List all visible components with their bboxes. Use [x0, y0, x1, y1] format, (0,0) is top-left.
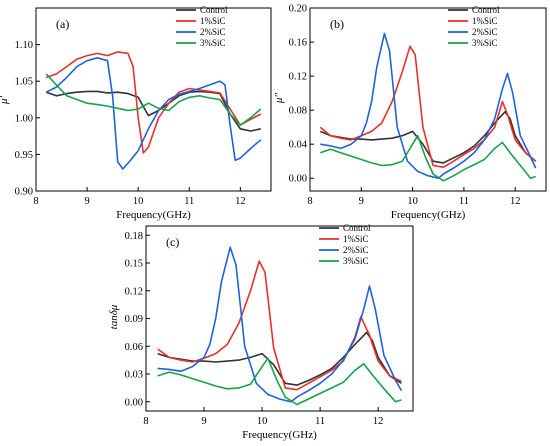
- y-tick-label: 0.18: [125, 231, 143, 242]
- x-tick-label: 10: [133, 196, 144, 207]
- x-tick-label: 12: [373, 416, 384, 427]
- series-line-control: [157, 331, 402, 386]
- y-tick-label: 0.15: [125, 259, 143, 270]
- y-tick-label: 0.06: [125, 342, 143, 353]
- y-axis-label: μ': [0, 95, 10, 105]
- y-tick-label: 0.12: [125, 286, 143, 297]
- series-line-control: [319, 111, 537, 164]
- legend-entry: 1%SiC: [343, 234, 369, 244]
- x-axis-label: Frequency(GHz): [116, 209, 191, 221]
- legend-entry: 3%SiC: [200, 38, 226, 48]
- y-tick-label: 0.09: [125, 314, 143, 325]
- panel-label: (c): [166, 235, 179, 249]
- legend-entry: 1%SiC: [200, 16, 226, 26]
- y-tick-label: 0.08: [289, 106, 307, 117]
- y-tick-label: 0.95: [15, 150, 33, 161]
- x-tick-label: 9: [84, 196, 89, 207]
- legend-entry: 2%SiC: [343, 245, 369, 255]
- y-tick-label: 0.20: [289, 4, 307, 15]
- panel-label: (b): [330, 17, 344, 31]
- series-line-1pctsic: [45, 51, 262, 154]
- legend-entry: 3%SiC: [343, 256, 369, 266]
- y-axis-label: tanδμ: [108, 304, 120, 329]
- series-line-3pctsic: [320, 134, 536, 182]
- series-line-1pctsic: [157, 260, 402, 391]
- x-tick-label: 9: [201, 416, 206, 427]
- y-tick-label: 0.03: [125, 370, 143, 381]
- y-tick-label: 0.90: [15, 187, 33, 198]
- x-tick-label: 12: [235, 196, 246, 207]
- plot-frame: [309, 7, 547, 192]
- x-tick-label: 8: [143, 416, 148, 427]
- x-tick-label: 10: [257, 416, 268, 427]
- series-line-3pctsic: [45, 73, 262, 126]
- legend-entry: Control: [343, 223, 371, 233]
- legend-entry: 3%SiC: [472, 38, 498, 48]
- panel-c: 8 9 10 11 12 0.00 0.03 0.06 0.09 0.12 0.15 0.18 Freq…: [108, 223, 414, 441]
- series-line-control: [45, 90, 261, 132]
- x-tick-label: 9: [359, 196, 364, 207]
- legend-entry: Control: [472, 5, 500, 15]
- x-tick-label: 11: [459, 196, 469, 207]
- x-tick-label: 11: [184, 196, 194, 207]
- y-tick-label: 1.05: [15, 77, 33, 88]
- y-tick-label: 1.00: [15, 113, 33, 124]
- x-tick-label: 8: [307, 196, 312, 207]
- panel-b: 8 9 10 11 12 0.00 0.04 0.08 0.12 0.16 0.20 Frequenc…: [273, 4, 547, 221]
- series-line-3pctsic: [157, 357, 402, 406]
- series-line-2pctsic: [157, 246, 403, 403]
- y-tick-label: 0.04: [289, 140, 308, 151]
- legend-entry: 1%SiC: [472, 16, 498, 26]
- x-tick-label: 8: [33, 196, 38, 207]
- legend-entry: 2%SiC: [472, 27, 498, 37]
- y-tick-label: 0.00: [289, 174, 307, 185]
- series-line-2pctsic: [320, 32, 537, 179]
- legend-entry: 2%SiC: [200, 27, 226, 37]
- series-line-1pctsic: [319, 45, 537, 168]
- x-tick-label: 10: [407, 196, 418, 207]
- plot-frame: [35, 7, 272, 192]
- y-tick-label: 0.00: [125, 397, 143, 408]
- x-tick-label: 12: [510, 196, 521, 207]
- x-axis-label: Frequency(GHz): [391, 209, 466, 221]
- plot-frame: [145, 225, 414, 412]
- x-tick-label: 11: [315, 416, 325, 427]
- y-axis-label: μ'': [273, 92, 285, 104]
- panel-label: (a): [56, 17, 69, 31]
- y-tick-label: 0.16: [289, 38, 307, 49]
- legend-entry: Control: [200, 5, 228, 15]
- panel-a: 8 9 10 11 12 0.90 0.95 1.00 1.05 1.10 Frequency(GH…: [0, 5, 272, 221]
- x-axis-label: Frequency(GHz): [242, 429, 317, 441]
- series-line-2pctsic: [45, 57, 262, 170]
- y-tick-label: 1.10: [15, 40, 33, 51]
- y-tick-label: 0.12: [289, 72, 307, 83]
